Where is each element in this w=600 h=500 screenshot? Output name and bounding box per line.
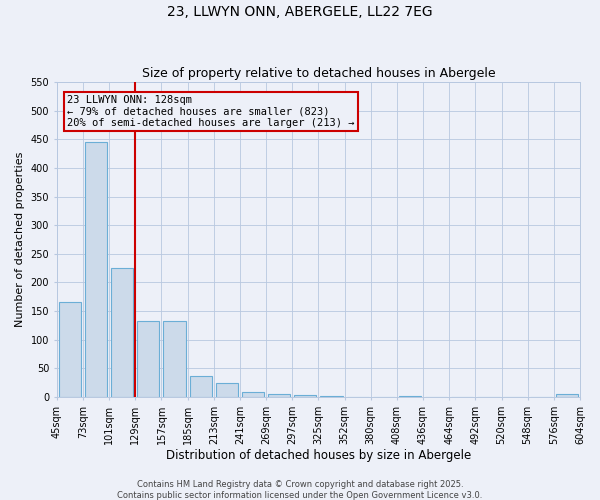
Bar bbox=[268, 394, 290, 397]
Text: 23 LLWYN ONN: 128sqm
← 79% of detached houses are smaller (823)
20% of semi-deta: 23 LLWYN ONN: 128sqm ← 79% of detached h… bbox=[67, 94, 355, 128]
Bar bbox=[163, 321, 185, 397]
Title: Size of property relative to detached houses in Abergele: Size of property relative to detached ho… bbox=[142, 66, 495, 80]
Bar bbox=[294, 394, 316, 397]
Bar bbox=[242, 392, 264, 397]
Bar bbox=[216, 382, 238, 397]
Text: 23, LLWYN ONN, ABERGELE, LL22 7EG: 23, LLWYN ONN, ABERGELE, LL22 7EG bbox=[167, 5, 433, 19]
Bar bbox=[137, 321, 160, 397]
X-axis label: Distribution of detached houses by size in Abergele: Distribution of detached houses by size … bbox=[166, 450, 471, 462]
Bar bbox=[85, 142, 107, 397]
Text: Contains HM Land Registry data © Crown copyright and database right 2025.
Contai: Contains HM Land Registry data © Crown c… bbox=[118, 480, 482, 500]
Bar bbox=[111, 268, 133, 397]
Bar bbox=[320, 396, 343, 397]
Bar bbox=[399, 396, 421, 397]
Bar bbox=[556, 394, 578, 397]
Bar bbox=[59, 302, 81, 397]
Y-axis label: Number of detached properties: Number of detached properties bbox=[15, 152, 25, 327]
Bar bbox=[190, 376, 212, 397]
